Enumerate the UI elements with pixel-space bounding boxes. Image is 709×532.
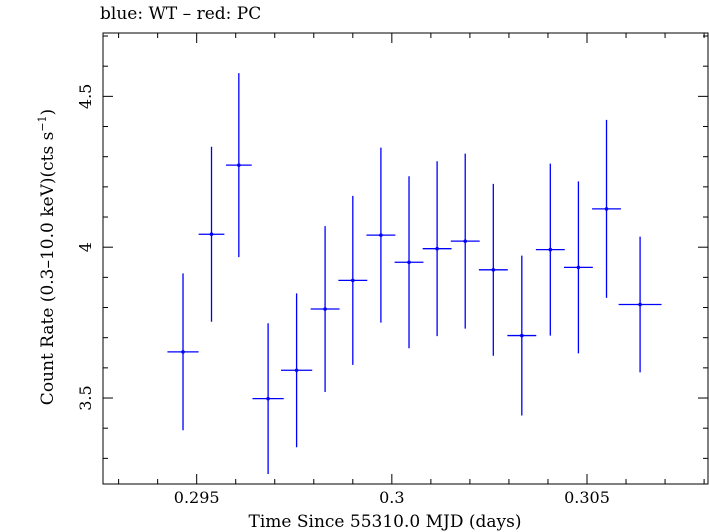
data-point: [366, 147, 396, 323]
axis-ticks: [103, 33, 708, 484]
axis-tick-labels: 0.295 0.3 0.305 3.5 4 4.5: [76, 84, 610, 507]
data-point: [507, 255, 537, 416]
data-marker: [548, 247, 553, 252]
y-tick-label: 4.5: [76, 84, 95, 109]
data-marker: [435, 246, 439, 251]
x-tick-label: 0.295: [174, 488, 220, 507]
data-point: [225, 73, 252, 258]
data-marker: [266, 396, 270, 401]
data-marker: [237, 163, 241, 167]
data-marker: [181, 350, 185, 354]
data-point: [167, 273, 199, 431]
y-axis-label-main: Count Rate (0.3–10.0 keV)(cts s: [38, 132, 58, 406]
data-marker: [520, 333, 524, 338]
x-tick-label: 0.305: [564, 488, 610, 507]
y-tick-label: 4: [76, 242, 95, 252]
data-marker: [351, 278, 355, 283]
data-point: [535, 163, 565, 336]
y-tick-label: 3.5: [76, 385, 95, 410]
data-point: [280, 293, 313, 448]
data-point: [618, 236, 662, 373]
data-point: [338, 195, 368, 365]
plot-border: [102, 32, 709, 485]
data-marker: [323, 307, 327, 311]
data-point: [478, 183, 508, 356]
y-axis-label: Count Rate (0.3–10.0 keV)(cts s−1): [36, 109, 58, 405]
data-marker: [638, 302, 642, 307]
data-point: [198, 146, 225, 322]
data-marker: [463, 239, 468, 243]
data-points: [167, 73, 662, 475]
data-point: [592, 119, 621, 298]
data-point: [394, 176, 424, 349]
data-point: [310, 226, 340, 392]
x-axis-label: Time Since 55310.0 MJD (days): [249, 512, 522, 532]
data-marker: [576, 265, 581, 270]
chart-title: blue: WT – red: PC: [100, 4, 262, 24]
plot-frame: [102, 32, 709, 485]
y-axis-label-tail: ): [38, 109, 58, 116]
data-point: [563, 181, 593, 354]
data-marker: [604, 207, 609, 211]
data-point: [252, 323, 284, 475]
data-marker: [379, 233, 383, 237]
data-marker: [407, 260, 411, 265]
data-marker: [209, 232, 214, 237]
data-marker: [294, 368, 299, 373]
y-axis-label-sup: −1: [36, 115, 49, 131]
data-marker: [491, 268, 496, 272]
data-point: [422, 161, 452, 337]
data-point: [450, 153, 480, 329]
x-tick-label: 0.3: [379, 488, 404, 507]
